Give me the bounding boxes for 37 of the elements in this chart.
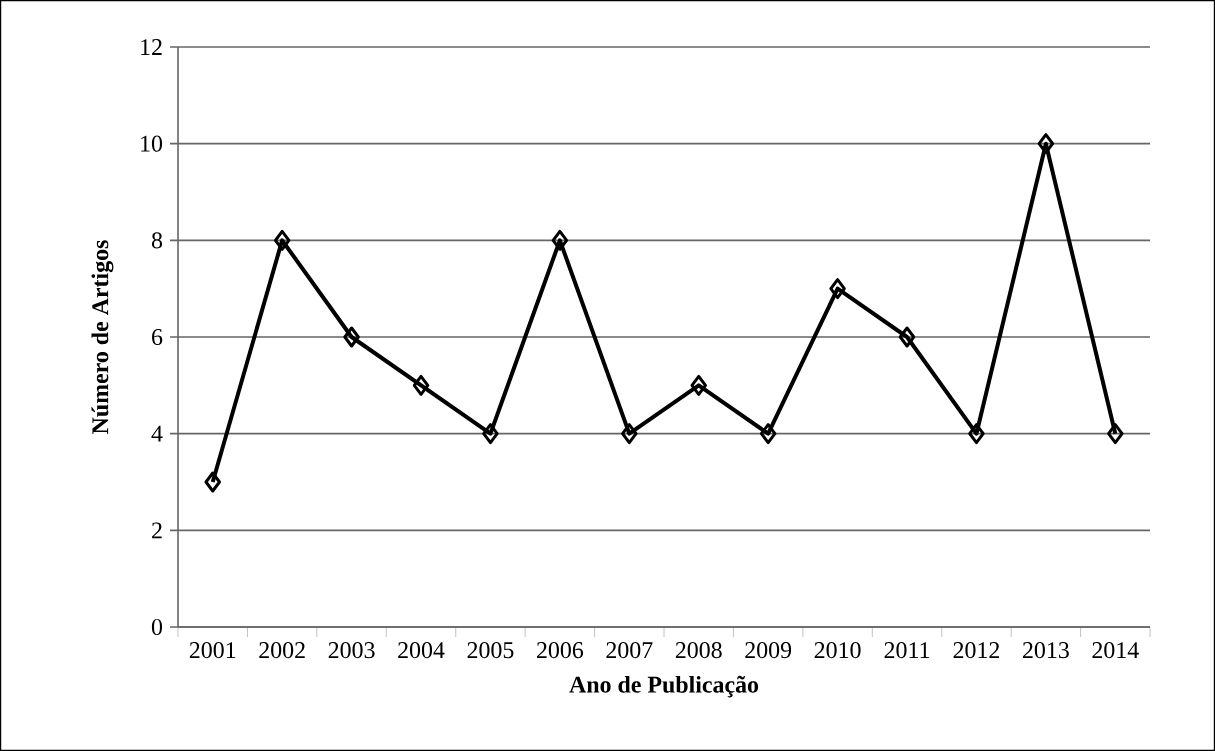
point (482, 423, 499, 445)
point (412, 374, 430, 396)
x-tick-label: 2009 (745, 642, 792, 659)
y-tick-label: 12 (141, 39, 162, 55)
point (690, 374, 707, 396)
x-tick-label: 2005 (467, 642, 514, 659)
x-tick-label: 2011 (884, 642, 930, 659)
point (1107, 423, 1124, 445)
x-tick-label: 2003 (328, 642, 375, 659)
x-tick-label: 2006 (537, 642, 584, 659)
x-tick-label: 2004 (398, 642, 445, 659)
x-axis-title: Ano de Publicação (569, 675, 759, 698)
x-tick-label: 2014 (1092, 642, 1139, 659)
x-tick-label: 2007 (606, 642, 653, 659)
x-tick-label: 2008 (675, 642, 722, 659)
y-tick-label: 0 (151, 618, 163, 636)
point (759, 423, 777, 445)
y-tick-label: 8 (151, 232, 163, 249)
point (273, 229, 291, 251)
point (1037, 133, 1055, 155)
x-tick-label: 2001 (189, 642, 236, 659)
x-tick-label: 2002 (259, 642, 305, 659)
x-tick-label: 2010 (814, 642, 861, 659)
y-axis-title: Número de Artigos (91, 240, 114, 434)
point (343, 326, 360, 348)
y-tick-label: 4 (151, 425, 163, 442)
y-tick-label: 6 (152, 328, 163, 346)
y-tick-label: 10 (141, 135, 163, 152)
x-tick-label: 2013 (1023, 642, 1069, 659)
point (621, 423, 638, 445)
point (829, 278, 846, 300)
point (204, 471, 221, 493)
point (551, 229, 569, 251)
x-tick-label: 2012 (953, 642, 1000, 659)
point (968, 423, 985, 445)
point (898, 326, 916, 348)
y-tick-label: 2 (152, 522, 162, 539)
